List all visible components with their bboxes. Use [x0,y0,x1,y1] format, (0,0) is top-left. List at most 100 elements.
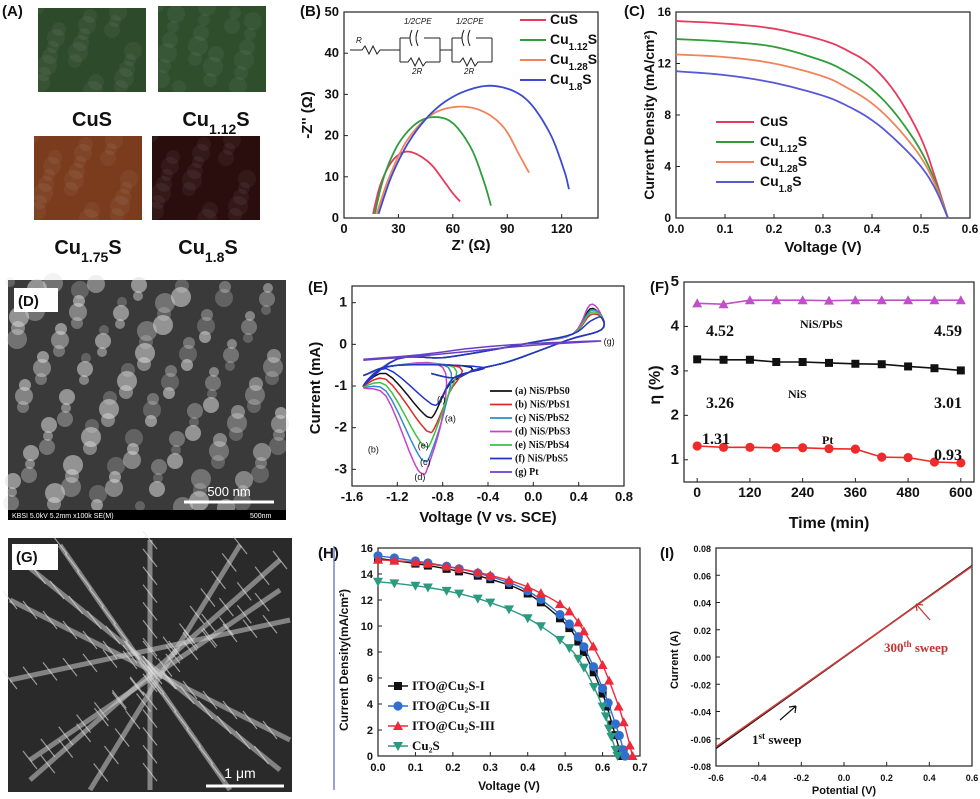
x-tick-label: -0.4 [477,489,500,504]
sem-grain [123,451,141,469]
nanowire-branch [236,582,252,601]
x-tick-label: -0.6 [708,773,724,783]
x-axis-label: Time (min) [789,515,870,532]
arrow-first [779,705,797,721]
photo-texture [234,66,248,80]
photo-texture [239,39,255,55]
nanowire-branch [125,710,141,730]
photo-texture [52,22,66,36]
x-tick-label: 360 [844,484,868,500]
legend-label: Cu1.8S [550,71,592,93]
sem-grain [17,401,29,413]
nanowire-branch [142,602,158,621]
photo-texture [238,182,250,194]
sem-grain [219,281,231,293]
sem-grain [143,401,161,419]
sample-photo [158,6,266,92]
marker-triangle [441,561,452,571]
legend-label: (b) NiS/PbS1 [515,400,570,411]
arrow-last [915,603,931,621]
nanowire-branch [165,653,181,673]
sem-grain [37,351,49,363]
circuit-label: 1/2CPE [456,17,484,26]
photo-texture [167,21,179,33]
marker-triangle [618,717,629,727]
x-tick-label: 0.4 [864,222,881,236]
photo-texture [223,143,235,155]
jv-curve [377,581,619,757]
sem-grain [201,309,213,321]
photo-texture [47,41,59,53]
nanowire-branch [62,657,78,677]
sem-grain [137,321,157,341]
photo-texture [43,169,55,181]
photo-texture [146,130,158,142]
sem-grain [125,429,143,447]
x-tick-label: 0.4 [923,773,936,783]
x-axis-label: Potential (V) [812,785,877,797]
photo-texture [161,157,179,175]
photo-texture [114,80,128,94]
nanowire-branch [211,570,227,590]
sem-grain [5,473,21,489]
marker-square [693,355,702,364]
marker-circle [903,452,913,463]
nanowire-branch [2,590,18,610]
legend-label: ITO@Cu₂S-III [412,718,495,733]
sem-grain [133,291,143,301]
marker-triangle [410,557,421,567]
nanowire-branch [62,620,78,640]
y-tick-label: 30 [325,86,339,101]
x-tick-label: 0.6 [966,773,979,783]
sem-grain [187,403,203,419]
y-tick-label: 5 [671,273,679,290]
x-tick-label: 0.1 [717,222,734,236]
photo-texture [228,196,248,216]
y-tick-label: 0.00 [693,653,711,663]
marker-triangle-down [554,635,565,645]
sem-grain [115,319,125,329]
y-tick-label: -3 [335,460,348,476]
photo-texture [120,170,138,188]
scale-label: 1 μm [224,765,255,781]
plot-frame [343,11,599,219]
nanowire-branch [58,726,74,746]
marker-triangle-down [588,682,599,692]
sem-grain [147,393,159,405]
marker-square [904,362,913,371]
sem-grain [243,333,253,343]
photo-texture [124,42,142,60]
sem-footer: KBSI 5.0kV 5.2mm x100k SE(M) [12,513,114,520]
photo-texture [157,43,177,63]
value-label: 4.59 [934,323,962,340]
photo-texture [110,196,130,216]
sem-grain [35,373,47,385]
curve-annotation: (e) [418,441,429,451]
marker-triangle [422,558,433,568]
photo-texture [152,0,164,12]
marker-circle [597,683,608,694]
marker-triangle [797,295,808,305]
photo-texture [208,46,224,62]
legend-label: Cu₂S [412,738,440,753]
sample-label: Cu1.12S [182,109,249,137]
nanowire-branch [105,625,121,645]
sem-background [8,280,286,520]
photo-texture [104,22,120,38]
nanowire-branch [222,700,238,720]
marker-triangle [588,641,599,651]
y-tick-label: 2 [671,406,679,423]
y-tick-label: 0 [367,751,373,763]
marker-square [598,689,607,698]
x-tick-label: -0.2 [794,773,810,783]
marker-circle [771,443,781,453]
photo-texture [182,170,202,190]
y-tick-label: 10 [361,621,373,633]
sample-label: Cu1.75S [54,237,121,265]
sem-grain [209,441,229,461]
photo-texture [79,137,93,151]
x-tick-label: -1.2 [386,489,408,504]
marker-triangle-down [422,583,433,593]
photo-texture [157,59,171,73]
